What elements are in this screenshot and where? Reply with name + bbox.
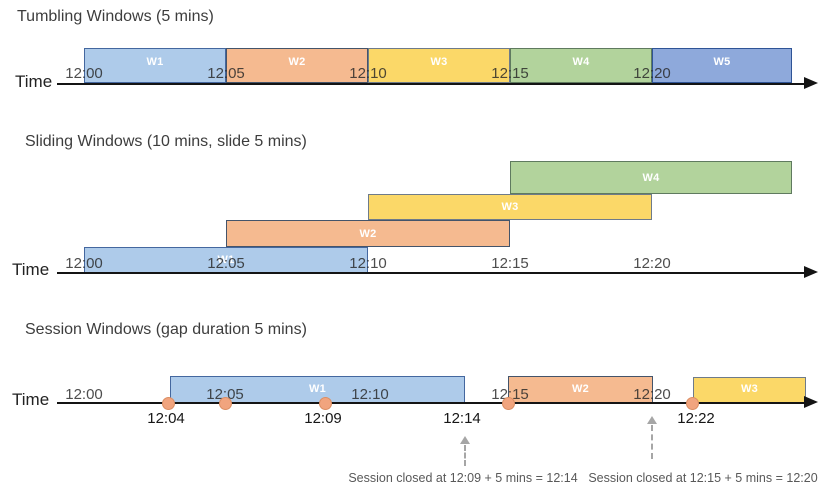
window-label-sliding-w1: W1: [217, 254, 235, 266]
event-time-label-1: 12:09: [304, 410, 342, 427]
window-label-sliding-w3: W3: [501, 201, 519, 213]
event-dot-4: [685, 396, 699, 410]
timeline-tumbling: [57, 83, 805, 85]
tick-label-session-0: 12:00: [65, 386, 103, 403]
tick-label-tumbling-2: 12:10: [349, 65, 387, 82]
window-bar-sliding-w3: W3: [368, 194, 652, 220]
window-bar-tumbling-w5: W5: [652, 48, 792, 83]
window-bar-sliding-w4: W4: [510, 161, 792, 194]
timeline-arrowhead-tumbling: [804, 77, 818, 89]
time-axis-label-session: Time: [12, 390, 50, 409]
event-time-label-0: 12:04: [147, 410, 185, 427]
session-close-annotation-0: Session closed at 12:09 + 5 mins = 12:14: [348, 471, 578, 485]
tick-label-session-2: 12:10: [351, 386, 389, 403]
window-label-sliding-w2: W2: [359, 227, 377, 240]
window-bar-session-w3: W3: [693, 377, 806, 403]
section-title-tumbling: Tumbling Windows (5 mins): [17, 8, 214, 25]
tick-label-session-1: 12:05: [206, 386, 244, 403]
event-dot-0: [161, 396, 175, 410]
tick-label-tumbling-1: 12:05: [207, 65, 245, 82]
timeline-sliding: [57, 272, 805, 274]
time-axis-label-tumbling: Time: [15, 72, 53, 91]
event-dot-3: [501, 396, 515, 410]
window-label-session-w1: W1: [308, 382, 327, 395]
tick-label-session-3: 12:15: [491, 386, 529, 403]
timeline-session: [57, 402, 805, 404]
event-dot-2: [318, 396, 332, 410]
window-label-sliding-w4: W4: [642, 171, 660, 184]
event-dot-1: [218, 396, 232, 410]
section-title-sliding: Sliding Windows (10 mins, slide 5 mins): [25, 133, 307, 150]
window-bar-sliding-w1: W1: [84, 247, 368, 273]
window-label-tumbling-w2: W2: [288, 55, 306, 68]
window-bar-tumbling-w4: W4: [510, 48, 652, 83]
tick-label-sliding-3: 12:15: [491, 255, 529, 272]
window-label-session-w2: W2: [571, 382, 590, 395]
callout-arrowhead-1: [647, 416, 657, 424]
tick-label-sliding-4: 12:20: [633, 255, 671, 272]
tick-label-tumbling-0: 12:00: [65, 65, 103, 82]
time-axis-label-sliding: Time: [12, 260, 50, 279]
tick-label-sliding-2: 12:10: [349, 255, 387, 272]
window-label-session-w3: W3: [740, 383, 759, 395]
window-bar-session-w2: W2: [508, 376, 653, 403]
tick-label-session-4: 12:20: [633, 386, 671, 403]
timeline-arrowhead-sliding: [804, 266, 818, 278]
timeline-arrowhead-session: [804, 396, 818, 408]
section-title-session: Session Windows (gap duration 5 mins): [25, 321, 307, 338]
window-label-tumbling-w5: W5: [713, 55, 731, 68]
window-bar-tumbling-w3: W3: [368, 48, 510, 83]
window-label-tumbling-w4: W4: [572, 55, 590, 68]
window-bar-sliding-w2: W2: [226, 220, 510, 247]
tick-label-tumbling-3: 12:15: [491, 65, 529, 82]
window-bar-tumbling-w1: W1: [84, 48, 226, 83]
session-close-annotation-1: Session closed at 12:15 + 5 mins = 12:20: [588, 471, 818, 485]
window-label-tumbling-w3: W3: [430, 55, 448, 68]
callout-arrow-line-1: [651, 425, 653, 459]
tick-label-sliding-1: 12:05: [207, 255, 245, 272]
tick-label-sliding-0: 12:00: [65, 255, 103, 272]
callout-arrowhead-0: [460, 436, 470, 444]
event-time-label-3: 12:22: [677, 410, 715, 427]
window-label-tumbling-w1: W1: [146, 55, 164, 68]
tick-label-tumbling-4: 12:20: [633, 65, 671, 82]
event-time-label-2: 12:14: [443, 410, 481, 427]
callout-arrow-line-0: [464, 445, 466, 466]
window-bar-tumbling-w2: W2: [226, 48, 368, 83]
